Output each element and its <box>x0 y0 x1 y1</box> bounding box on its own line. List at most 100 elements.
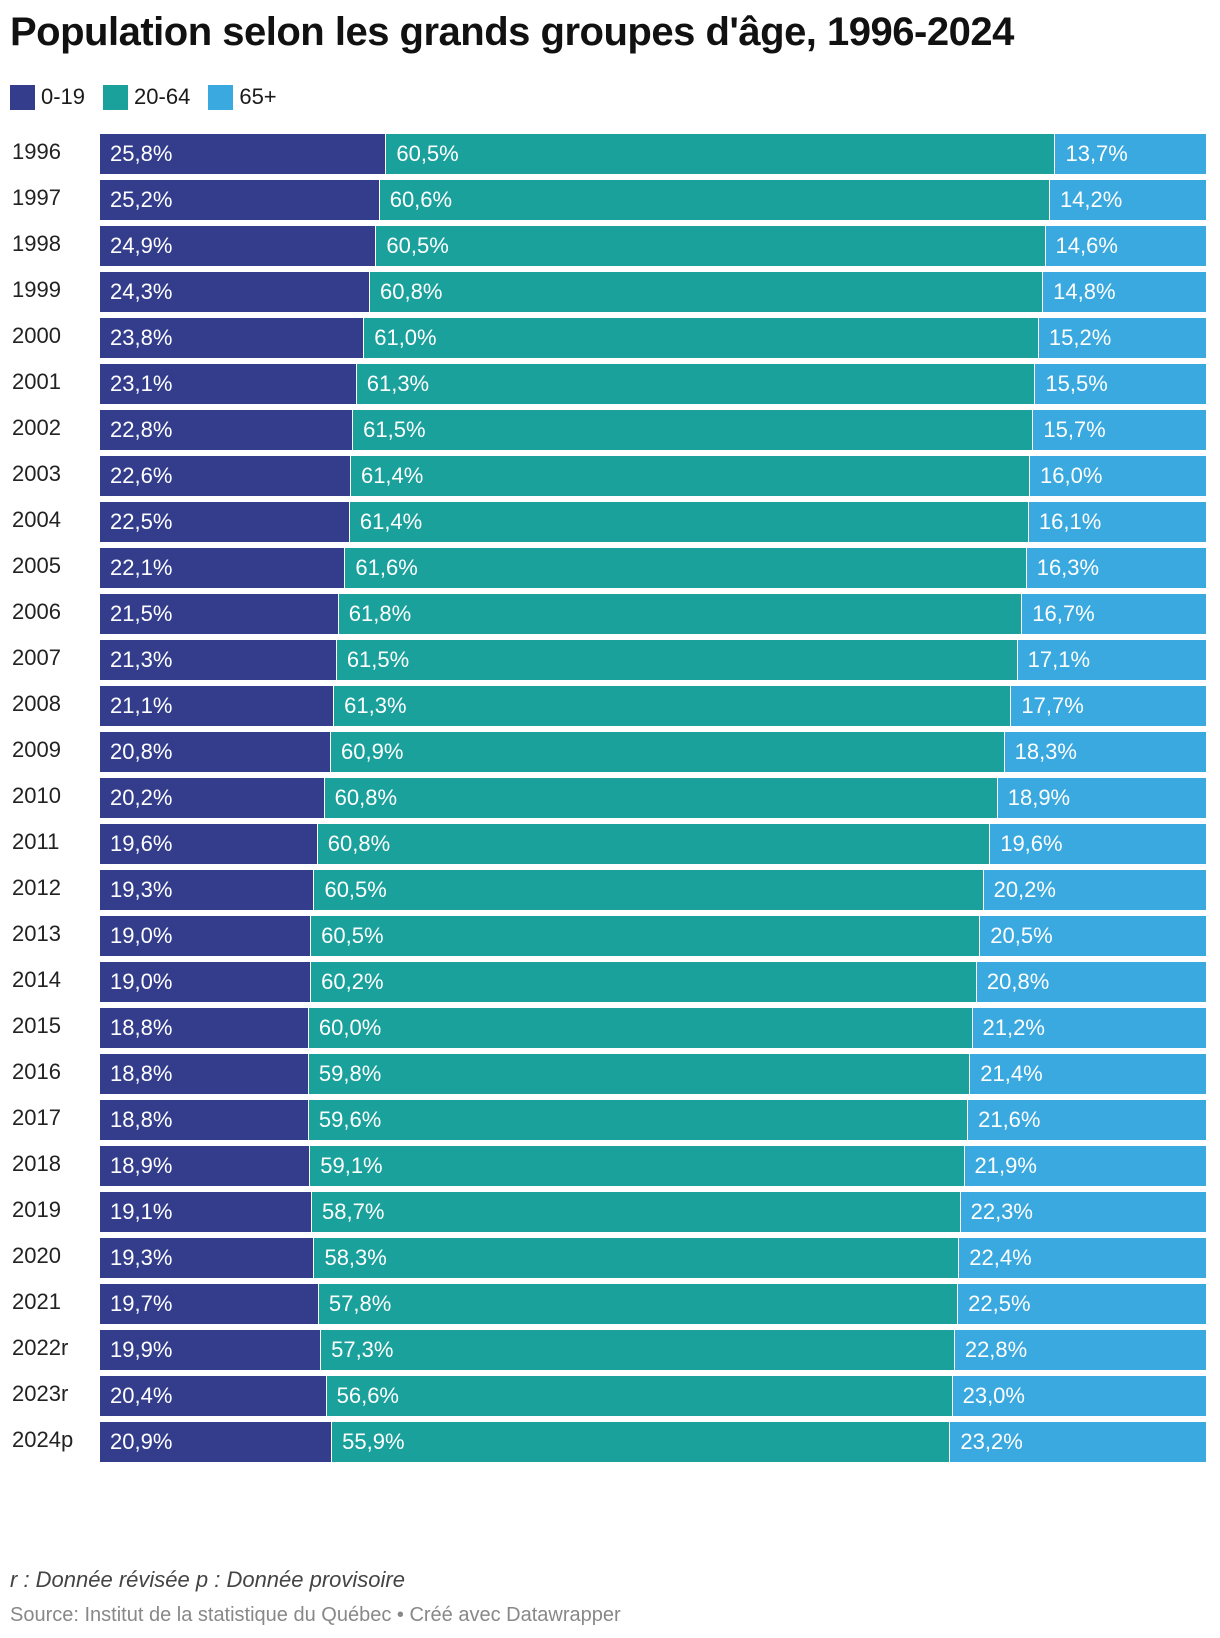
segment-0-19: 22,1% <box>100 548 345 588</box>
stacked-bar: 20,2% 60,8% 18,9% <box>100 778 1206 818</box>
category-label: 2023r <box>12 1381 69 1406</box>
category-label: 2020 <box>12 1243 61 1268</box>
segment-65-plus: 17,1% <box>1016 640 1206 680</box>
stacked-bar: 18,8% 59,8% 21,4% <box>100 1054 1206 1094</box>
bar-row: 2001 23,1% 61,3% 15,5% <box>0 364 1220 404</box>
data-label: 57,8% <box>328 1291 392 1316</box>
data-label: 19,7% <box>110 1291 173 1316</box>
segment-20-64: 61,8% <box>337 594 1022 634</box>
category-label: 2018 <box>12 1151 61 1176</box>
data-label: 61,3% <box>366 371 430 396</box>
legend-swatch-0-19 <box>10 84 35 110</box>
segment-65-plus: 21,2% <box>971 1008 1206 1048</box>
segment-0-19: 21,1% <box>100 686 334 726</box>
category-label: 1999 <box>12 277 61 302</box>
segment-0-19: 23,8% <box>100 318 364 358</box>
stacked-bar: 18,9% 59,1% 21,9% <box>100 1146 1206 1186</box>
data-label: 59,6% <box>318 1107 382 1132</box>
legend-item-65-plus: 65+ <box>208 84 277 110</box>
category-label: 2022r <box>12 1335 69 1360</box>
data-label: 60,8% <box>380 279 443 304</box>
segment-65-plus: 20,2% <box>982 870 1206 910</box>
bar-row: 2005 22,1% 61,6% 16,3% <box>0 548 1220 588</box>
data-label: 20,5% <box>990 923 1053 948</box>
data-label: 21,2% <box>982 1015 1045 1040</box>
data-label: 61,3% <box>344 693 407 718</box>
segment-20-64: 60,5% <box>313 870 983 910</box>
data-label: 59,1% <box>320 1153 383 1178</box>
segment-20-64: 60,8% <box>323 778 997 818</box>
bar-row: 2006 21,5% 61,8% 16,7% <box>0 594 1220 634</box>
data-label: 14,2% <box>1059 187 1123 212</box>
stacked-bar: 23,8% 61,0% 15,2% <box>100 318 1206 358</box>
segment-65-plus: 17,7% <box>1010 686 1206 726</box>
segment-65-plus: 22,3% <box>959 1192 1206 1232</box>
stacked-bar: 20,8% 60,9% 18,3% <box>100 732 1206 772</box>
category-label: 2007 <box>12 645 61 670</box>
data-label: 15,7% <box>1043 417 1106 442</box>
stacked-bar: 20,9% 55,9% 23,2% <box>100 1422 1206 1462</box>
data-label: 24,3% <box>110 279 173 304</box>
segment-0-19: 18,8% <box>100 1054 308 1094</box>
bar-row: 2010 20,2% 60,8% 18,9% <box>0 778 1220 818</box>
segment-20-64: 55,9% <box>331 1422 950 1462</box>
stacked-bar: 25,2% 60,6% 14,2% <box>100 180 1206 220</box>
stacked-bar: 19,6% 60,8% 19,6% <box>100 824 1206 864</box>
category-label: 2005 <box>12 553 61 578</box>
bar-row: 2020 19,3% 58,3% 22,4% <box>0 1238 1220 1278</box>
bar-row: 2024p 20,9% 55,9% 23,2% <box>0 1422 1220 1462</box>
data-label: 23,1% <box>110 371 173 396</box>
data-label: 20,2% <box>993 877 1056 902</box>
segment-65-plus: 21,4% <box>969 1054 1206 1094</box>
data-label: 55,9% <box>342 1429 405 1454</box>
category-label: 2016 <box>12 1059 61 1084</box>
data-label: 19,0% <box>110 969 173 994</box>
legend-swatch-20-64 <box>103 84 129 110</box>
segment-65-plus: 21,9% <box>963 1146 1206 1186</box>
bar-row: 2009 20,8% 60,9% 18,3% <box>0 732 1220 772</box>
segment-20-64: 60,5% <box>375 226 1045 266</box>
bar-row: 1997 25,2% 60,6% 14,2% <box>0 180 1220 220</box>
segment-0-19: 20,4% <box>100 1376 326 1416</box>
segment-0-19: 18,8% <box>100 1008 308 1048</box>
data-label: 60,8% <box>334 785 398 810</box>
segment-65-plus: 16,3% <box>1025 548 1206 588</box>
bar-row: 1999 24,3% 60,8% 14,8% <box>0 272 1220 312</box>
stacked-bar: 22,1% 61,6% 16,3% <box>100 548 1206 588</box>
segment-0-19: 19,3% <box>100 1238 314 1278</box>
category-label: 2006 <box>12 599 61 624</box>
data-label: 60,8% <box>327 831 391 856</box>
segment-20-64: 61,6% <box>344 548 1026 588</box>
data-label: 22,8% <box>110 417 173 442</box>
segment-0-19: 21,3% <box>100 640 336 680</box>
data-label: 58,7% <box>322 1199 385 1224</box>
data-label: 61,5% <box>363 417 426 442</box>
category-label: 2002 <box>12 415 61 440</box>
data-label: 19,3% <box>110 877 173 902</box>
segment-65-plus: 22,4% <box>958 1238 1206 1278</box>
stacked-bar: 19,3% 58,3% 22,4% <box>100 1238 1206 1278</box>
segment-20-64: 57,3% <box>320 1330 954 1370</box>
category-label: 2017 <box>12 1105 61 1130</box>
stacked-bar: 20,4% 56,6% 23,0% <box>100 1376 1206 1416</box>
stacked-bar: 18,8% 60,0% 21,2% <box>100 1008 1206 1048</box>
category-label: 2019 <box>12 1197 61 1222</box>
stacked-bar: 24,3% 60,8% 14,8% <box>100 272 1206 312</box>
data-label: 61,4% <box>360 463 424 488</box>
data-label: 18,8% <box>110 1015 173 1040</box>
data-label: 20,8% <box>986 969 1050 994</box>
data-label: 21,6% <box>978 1107 1041 1132</box>
category-label: 2000 <box>12 323 61 348</box>
segment-65-plus: 14,8% <box>1042 272 1206 312</box>
data-label: 23,0% <box>962 1383 1025 1408</box>
stacked-bar: 19,3% 60,5% 20,2% <box>100 870 1206 910</box>
data-label: 20,4% <box>110 1383 173 1408</box>
legend-label-0-19: 0-19 <box>41 84 86 109</box>
segment-20-64: 61,4% <box>349 456 1030 496</box>
data-label: 19,0% <box>110 923 173 948</box>
segment-65-plus: 13,7% <box>1054 134 1206 174</box>
data-label: 15,2% <box>1048 325 1112 350</box>
data-label: 60,2% <box>321 969 384 994</box>
data-label: 18,8% <box>110 1061 173 1086</box>
bar-row: 2008 21,1% 61,3% 17,7% <box>0 686 1220 726</box>
